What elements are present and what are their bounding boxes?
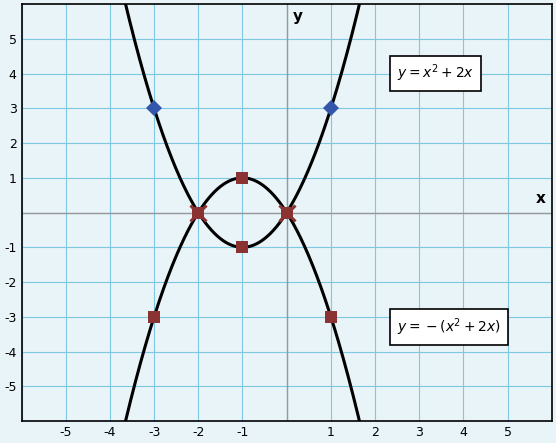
Text: $y = x^2 + 2x$: $y = x^2 + 2x$ — [397, 63, 474, 85]
Text: y: y — [294, 9, 304, 24]
Text: $y = -(x^2 + 2x)$: $y = -(x^2 + 2x)$ — [397, 316, 501, 338]
Text: x: x — [535, 191, 545, 206]
